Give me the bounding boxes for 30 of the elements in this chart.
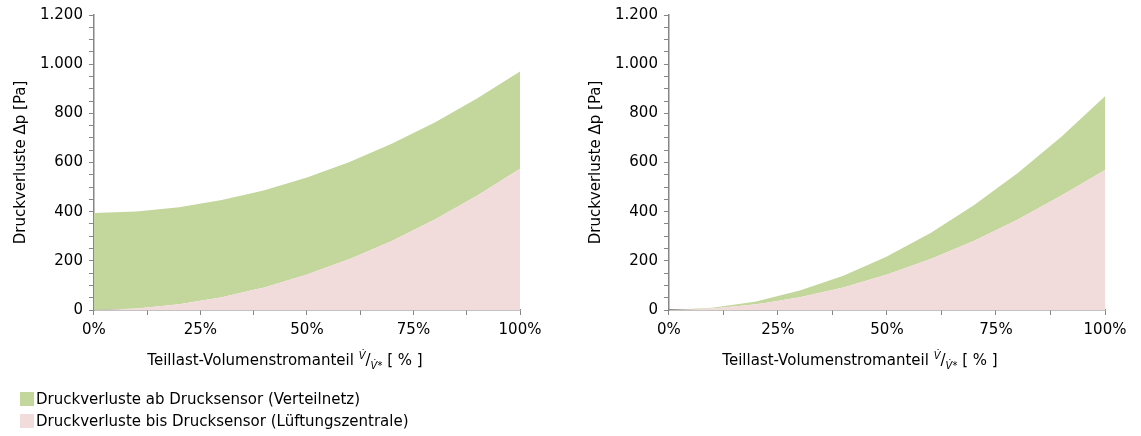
x-tick-label: 50% xyxy=(870,319,904,338)
x-tick-label: 75% xyxy=(979,319,1013,338)
x-tick-label: 0% xyxy=(657,319,681,338)
y-tick-label: 600 xyxy=(54,152,83,171)
y-tick-label: 1.200 xyxy=(614,4,658,23)
x-axis-title: Teillast-Volumenstromanteil $^{V̇}$/$_{V̇*}$ [ % ] xyxy=(146,350,424,371)
x-tick-label: 25% xyxy=(761,319,795,338)
legend-label: Druckverluste ab Drucksensor (Verteilnetz) xyxy=(36,389,361,410)
y-tick-label: 200 xyxy=(54,250,83,269)
y-tick-label: 1.000 xyxy=(39,54,83,73)
y-tick-label: 800 xyxy=(54,103,83,122)
y-tick-label: 200 xyxy=(629,250,658,269)
y-tick-label: 600 xyxy=(629,152,658,171)
legend-label: Druckverluste bis Drucksensor (Lüftungszentrale) xyxy=(36,411,409,432)
y-axis-title: Druckverluste Δp [Pa] xyxy=(10,80,29,245)
y-tick-label: 0 xyxy=(648,299,658,318)
x-tick-label: 75% xyxy=(396,319,431,338)
x-tick-label: 25% xyxy=(183,319,218,338)
x-axis-title: Teillast-Volumenstromanteil $^{V̇}$/$_{V̇*}$ [ % ] xyxy=(721,350,999,371)
x-tick-label: 0% xyxy=(82,319,106,338)
y-tick-label: 800 xyxy=(629,103,658,122)
y-tick-label: 1.200 xyxy=(39,4,83,23)
y-tick-label: 400 xyxy=(629,201,658,220)
x-tick-label: 100% xyxy=(498,319,542,338)
x-tick-label: 100% xyxy=(1083,319,1127,338)
y-axis-title: Druckverluste Δp [Pa] xyxy=(585,80,604,245)
x-tick-label: 50% xyxy=(290,319,324,338)
y-tick-label: 0 xyxy=(73,299,83,318)
y-tick-label: 1.000 xyxy=(614,54,658,73)
y-tick-label: 400 xyxy=(54,201,83,220)
